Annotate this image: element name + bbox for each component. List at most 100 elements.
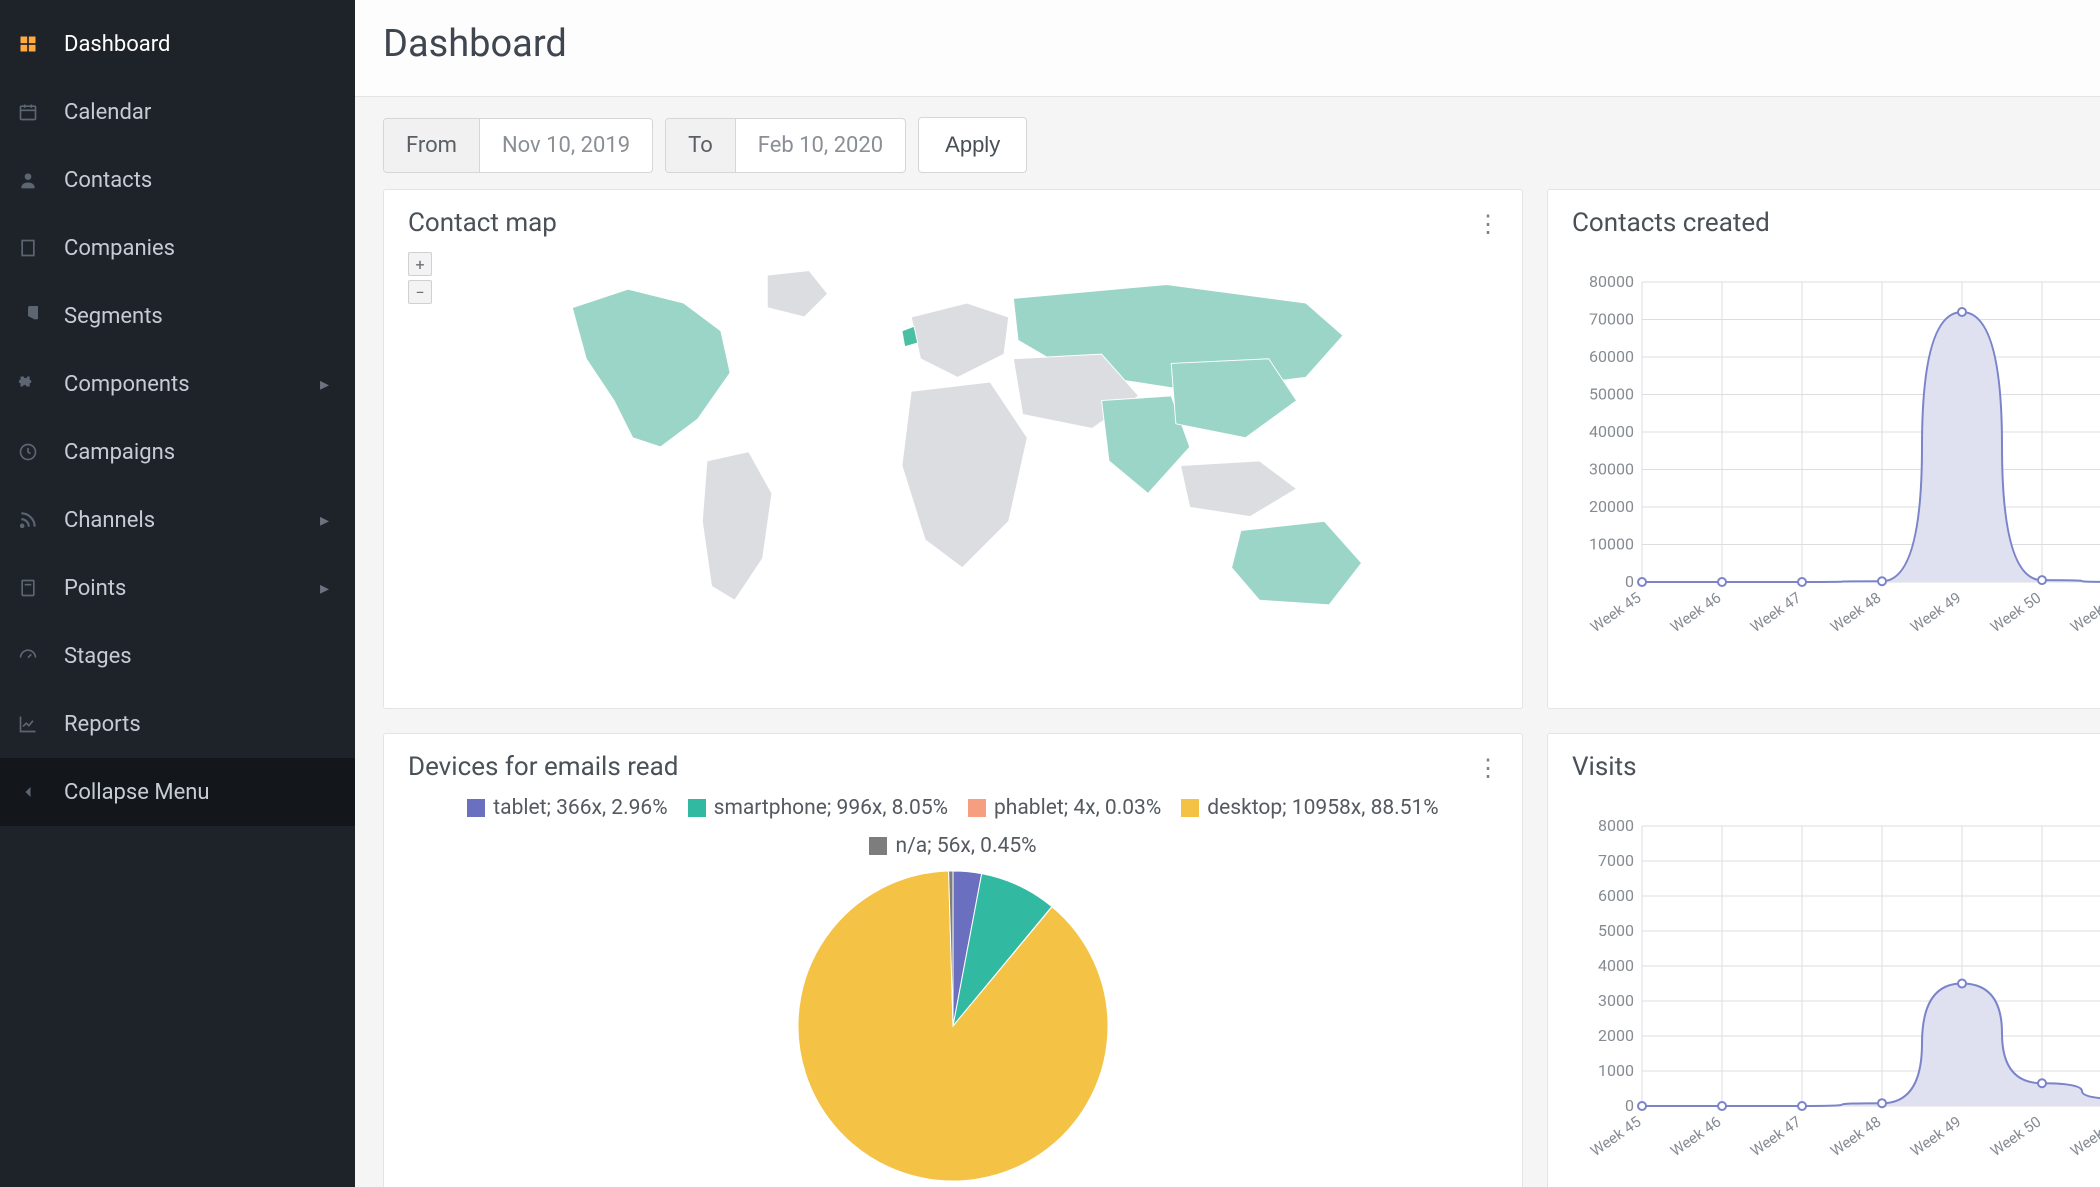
svg-text:4000: 4000 (1598, 956, 1634, 975)
sidebar: Dashboard Calendar Contacts Companies Segmen… (0, 0, 355, 1187)
svg-text:7000: 7000 (1598, 851, 1634, 870)
legend-swatch (968, 799, 986, 817)
svg-text:Week 45: Week 45 (1587, 1113, 1644, 1161)
svg-text:Week 51: Week 51 (2067, 589, 2100, 637)
to-date-group: To Feb 10, 2020 (665, 118, 906, 173)
chevron-right-icon: ▸ (320, 578, 329, 599)
svg-text:Week 48: Week 48 (1827, 589, 1884, 637)
sidebar-item-label: Campaigns (64, 440, 175, 465)
legend-item: tablet; 366x, 2.96% (467, 796, 667, 820)
svg-text:Week 48: Week 48 (1827, 1113, 1884, 1161)
pie-icon (18, 306, 54, 326)
svg-text:Week 50: Week 50 (1987, 589, 2044, 637)
rss-icon (18, 510, 54, 530)
svg-text:Week 47: Week 47 (1747, 589, 1804, 637)
sidebar-item-label: Contacts (64, 168, 152, 193)
sidebar-item-label: Calendar (64, 100, 151, 125)
sidebar-item-label: Companies (64, 236, 175, 261)
devices-title: Devices for emails read (408, 752, 1498, 782)
svg-text:6000: 6000 (1598, 886, 1634, 905)
sidebar-item-reports[interactable]: Reports (0, 690, 355, 758)
apply-button[interactable]: Apply (918, 117, 1027, 173)
chart-icon (18, 714, 54, 734)
legend-label: n/a; 56x, 0.45% (895, 834, 1036, 858)
user-icon (18, 170, 54, 190)
svg-text:80000: 80000 (1589, 272, 1634, 291)
chevron-right-icon: ▸ (320, 510, 329, 531)
zoom-in-button[interactable]: + (408, 252, 432, 276)
to-date-input[interactable]: Feb 10, 2020 (736, 119, 905, 172)
sidebar-item-label: Channels (64, 508, 155, 533)
sidebar-item-dashboard[interactable]: Dashboard (0, 10, 355, 78)
legend-item: n/a; 56x, 0.45% (869, 834, 1036, 858)
legend-item: phablet; 4x, 0.03% (968, 796, 1161, 820)
collapse-menu-label: Collapse Menu (64, 780, 210, 805)
grid-icon (18, 34, 54, 54)
clock-icon (18, 442, 54, 462)
svg-text:20000: 20000 (1589, 497, 1634, 516)
svg-text:2000: 2000 (1598, 1026, 1634, 1045)
from-date-input[interactable]: Nov 10, 2019 (480, 119, 652, 172)
legend-swatch (467, 799, 485, 817)
sidebar-item-points[interactable]: Points▸ (0, 554, 355, 622)
svg-text:Week 46: Week 46 (1667, 589, 1724, 637)
svg-text:Week 47: Week 47 (1747, 1113, 1804, 1161)
svg-text:Week 51: Week 51 (2067, 1113, 2100, 1161)
contact-map-panel: Contact map ⋮ + − (383, 189, 1523, 709)
sidebar-item-channels[interactable]: Channels ▸ (0, 486, 355, 554)
page-header: Dashboard (355, 0, 2100, 97)
page-title: Dashboard (383, 22, 2072, 66)
svg-text:60000: 60000 (1589, 347, 1634, 366)
sidebar-item-components[interactable]: Components ▸ (0, 350, 355, 418)
legend-item: desktop; 10958x, 88.51% (1181, 796, 1438, 820)
left-column: Contact map ⋮ + − Devices for emails rea… (383, 189, 1523, 1187)
legend-swatch (688, 799, 706, 817)
dashboard-grid: Contact map ⋮ + − Devices for emails rea… (355, 189, 2100, 1187)
zoom-out-button[interactable]: − (408, 280, 432, 304)
svg-text:10000: 10000 (1589, 535, 1634, 554)
right-column: Contacts created A 010000200003000040000… (1547, 189, 2100, 1187)
contacts-created-panel: Contacts created A 010000200003000040000… (1547, 189, 2100, 709)
legend-label: desktop; 10958x, 88.51% (1207, 796, 1438, 820)
sidebar-item-label: Segments (64, 304, 163, 329)
world-map[interactable] (408, 252, 1498, 642)
svg-text:Week 49: Week 49 (1907, 1113, 1964, 1161)
legend-item: smartphone; 996x, 8.05% (688, 796, 948, 820)
contact-map-menu-icon[interactable]: ⋮ (1476, 210, 1500, 238)
visits-panel: Visits T 0100020003000400050006000700080… (1547, 733, 2100, 1187)
map-zoom-controls: + − (408, 252, 432, 304)
sidebar-item-label: Components (64, 372, 190, 397)
sidebar-item-stages[interactable]: Stages (0, 622, 355, 690)
svg-text:70000: 70000 (1589, 310, 1634, 329)
gauge-icon (18, 646, 54, 666)
sidebar-item-label: Reports (64, 712, 141, 737)
sidebar-item-segments[interactable]: Segments (0, 282, 355, 350)
sidebar-item-calendar[interactable]: Calendar (0, 78, 355, 146)
svg-text:40000: 40000 (1589, 422, 1634, 441)
svg-text:50000: 50000 (1589, 385, 1634, 404)
puzzle-icon (18, 374, 54, 394)
from-date-group: From Nov 10, 2019 (383, 118, 653, 173)
svg-text:Week 46: Week 46 (1667, 1113, 1724, 1161)
svg-text:0: 0 (1625, 572, 1634, 591)
svg-text:8000: 8000 (1598, 816, 1634, 835)
chevron-right-icon: ▸ (320, 374, 329, 395)
visits-chart: 010002000300040005000600070008000Week 45… (1572, 796, 2100, 1176)
devices-menu-icon[interactable]: ⋮ (1476, 754, 1500, 782)
from-label: From (384, 119, 480, 172)
main-content: Dashboard From Nov 10, 2019 To Feb 10, 2… (355, 0, 2100, 1187)
sidebar-item-campaigns[interactable]: Campaigns (0, 418, 355, 486)
svg-text:Week 49: Week 49 (1907, 589, 1964, 637)
devices-legend: tablet; 366x, 2.96% smartphone; 996x, 8.0… (408, 796, 1498, 858)
legend-label: smartphone; 996x, 8.05% (714, 796, 948, 820)
legend-label: phablet; 4x, 0.03% (994, 796, 1161, 820)
to-label: To (666, 119, 736, 172)
chevron-left-icon (18, 782, 54, 802)
calculator-icon (18, 578, 54, 598)
sidebar-item-contacts[interactable]: Contacts (0, 146, 355, 214)
svg-text:0: 0 (1625, 1096, 1634, 1115)
sidebar-item-companies[interactable]: Companies (0, 214, 355, 282)
sidebar-item-label: Dashboard (64, 32, 170, 57)
svg-text:30000: 30000 (1589, 460, 1634, 479)
collapse-menu-button[interactable]: Collapse Menu (0, 758, 355, 826)
